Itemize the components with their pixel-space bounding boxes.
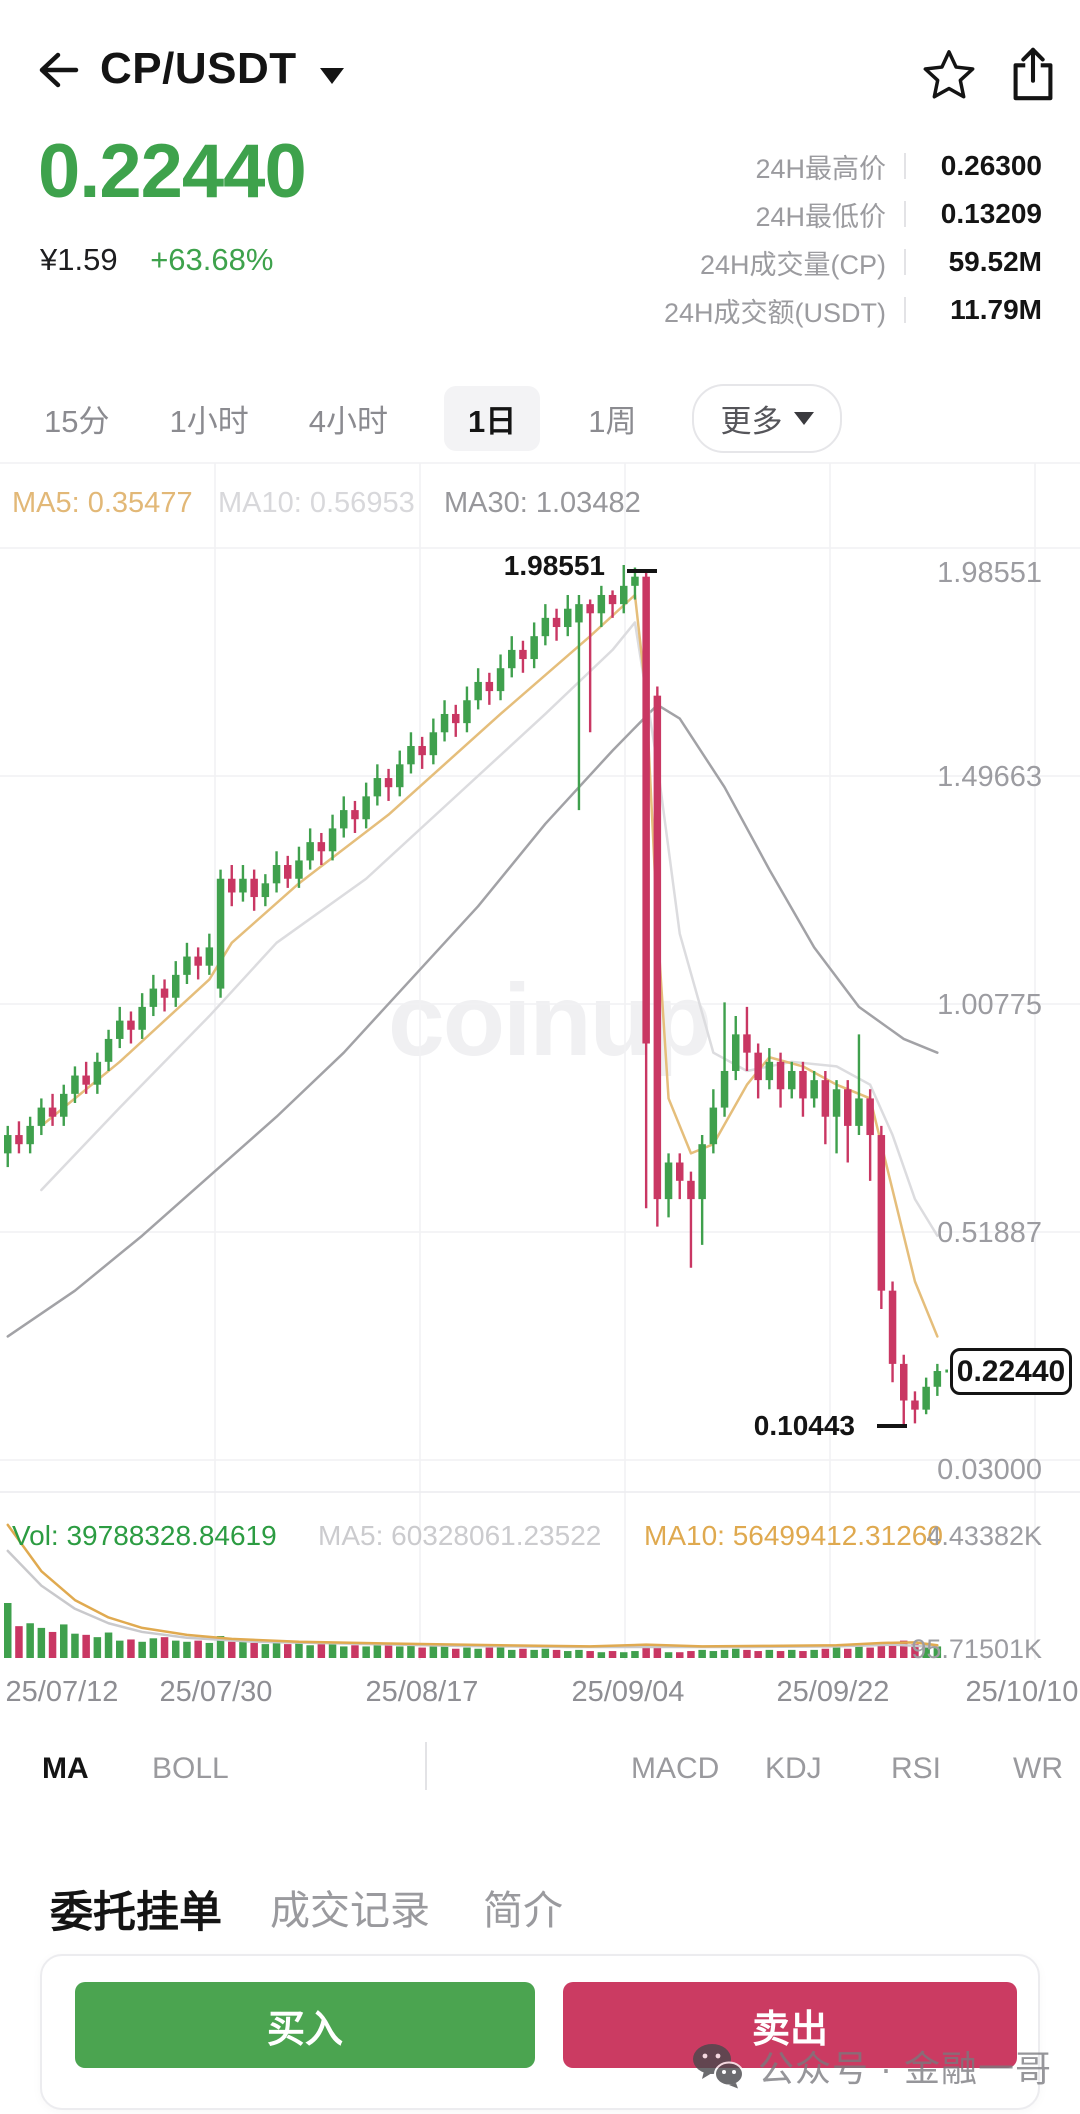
back-arrow-icon[interactable] [34, 46, 82, 94]
stat-label: 24H最低价 [755, 201, 886, 232]
y-axis-label: 1.98551 [937, 557, 1042, 589]
indicator-macd[interactable]: MACD [631, 1752, 720, 1785]
tab-1week[interactable]: 1周 [588, 404, 637, 439]
stat-value: 11.79M [950, 294, 1042, 325]
volume-axis-bottom: 95.71501K [911, 1634, 1042, 1664]
stat-divider [904, 249, 906, 275]
x-axis-date: 25/09/22 [776, 1676, 890, 1708]
stat-divider [904, 297, 906, 323]
tab-trade-history[interactable]: 成交记录 [270, 1889, 430, 1933]
interval-tabs: 15分 1小时 4小时 1日 1周 更多 [40, 384, 843, 453]
ma5-value-label: MA5: 0.35477 [12, 487, 193, 519]
ma30-value-label: MA30: 1.03482 [444, 487, 641, 519]
tab-open-orders[interactable]: 委托挂单 [50, 1889, 222, 1937]
share-icon[interactable] [1004, 44, 1062, 104]
x-axis-date: 25/10/10 [965, 1676, 1079, 1708]
tab-1day-selected[interactable]: 1日 [443, 386, 541, 451]
tab-15min[interactable]: 15分 [44, 404, 110, 439]
indicator-boll[interactable]: BOLL [152, 1752, 229, 1785]
indicator-wr[interactable]: WR [1013, 1752, 1063, 1785]
favorite-star-icon[interactable] [920, 46, 978, 104]
volume-axis-top: 4.43382K [926, 1521, 1042, 1551]
stat-row-volume: 24H成交量(CP) 59.52M [664, 238, 1042, 286]
stat-row-low: 24H最低价 0.13209 [664, 190, 1042, 238]
peak-price-annotation: 1.98551 [503, 550, 605, 581]
buy-button[interactable]: 买入 [75, 1982, 535, 2068]
stat-label: 24H最高价 [755, 153, 886, 184]
wechat-watermark: 公众号 · 金融一哥 [692, 2040, 1052, 2092]
stat-value: 0.26300 [940, 150, 1042, 181]
x-axis-date: 25/09/04 [571, 1676, 685, 1708]
header: CP/USDT [0, 0, 1080, 101]
y-axis-label: 1.49663 [937, 761, 1042, 793]
candlestick-chart[interactable] [0, 460, 1080, 1710]
low-marker [877, 1424, 907, 1428]
volume-ma10-label: MA10: 56499412.31260 [644, 1520, 943, 1551]
change-percent: +63.68% [150, 242, 274, 277]
stat-label: 24H成交量(CP) [699, 249, 886, 280]
x-axis-date: 25/08/17 [365, 1676, 479, 1708]
last-price: 0.22440 [38, 129, 307, 214]
indicator-ma[interactable]: MA [42, 1752, 89, 1785]
y-axis-label: 1.00775 [937, 989, 1042, 1021]
tab-introduction[interactable]: 简介 [483, 1889, 563, 1933]
sell-button[interactable]: 卖出 [563, 1982, 1017, 2068]
pair-dropdown-caret-icon[interactable] [320, 68, 344, 84]
current-price-tag: 0.22440 [950, 1348, 1072, 1396]
wechat-icon [693, 2044, 744, 2089]
indicator-divider [425, 1742, 427, 1790]
x-axis-date: 25/07/30 [159, 1676, 273, 1708]
pair-title[interactable]: CP/USDT [100, 44, 297, 93]
indicator-kdj[interactable]: KDJ [765, 1752, 822, 1785]
peak-marker [627, 569, 657, 573]
stat-divider [904, 201, 906, 227]
more-dropdown[interactable]: 更多 [692, 384, 843, 453]
x-axis-date: 25/07/12 [5, 1676, 119, 1708]
stat-row-turnover: 24H成交额(USDT) 11.79M [664, 286, 1042, 334]
stats-panel: 24H最高价 0.26300 24H最低价 0.13209 24H成交量(CP)… [664, 142, 1042, 334]
wechat-watermark-text: 公众号 · 金融一哥 [758, 2048, 1052, 2089]
stat-value: 59.52M [948, 246, 1042, 277]
low-price-annotation: 0.10443 [753, 1410, 855, 1441]
chevron-down-icon [794, 412, 815, 425]
tab-4hour[interactable]: 4小时 [308, 404, 388, 439]
more-label: 更多 [720, 404, 783, 439]
fiat-value: ¥1.59 [40, 242, 118, 277]
volume-value-label: Vol: 39788328.84619 [12, 1520, 277, 1551]
stat-label: 24H成交额(USDT) [663, 297, 886, 328]
tab-1hour[interactable]: 1小时 [169, 404, 249, 439]
stat-divider [904, 153, 906, 179]
y-axis-label: 0.03000 [937, 1454, 1042, 1486]
stat-row-high: 24H最高价 0.26300 [664, 142, 1042, 190]
price-subline: ¥1.59 +63.68% [40, 242, 273, 278]
stat-value: 0.13209 [940, 198, 1042, 229]
y-axis-label: 0.51887 [937, 1217, 1042, 1249]
indicator-rsi[interactable]: RSI [891, 1752, 942, 1785]
ma10-value-label: MA10: 0.56953 [218, 487, 415, 519]
volume-ma5-label: MA5: 60328061.23522 [318, 1520, 602, 1551]
